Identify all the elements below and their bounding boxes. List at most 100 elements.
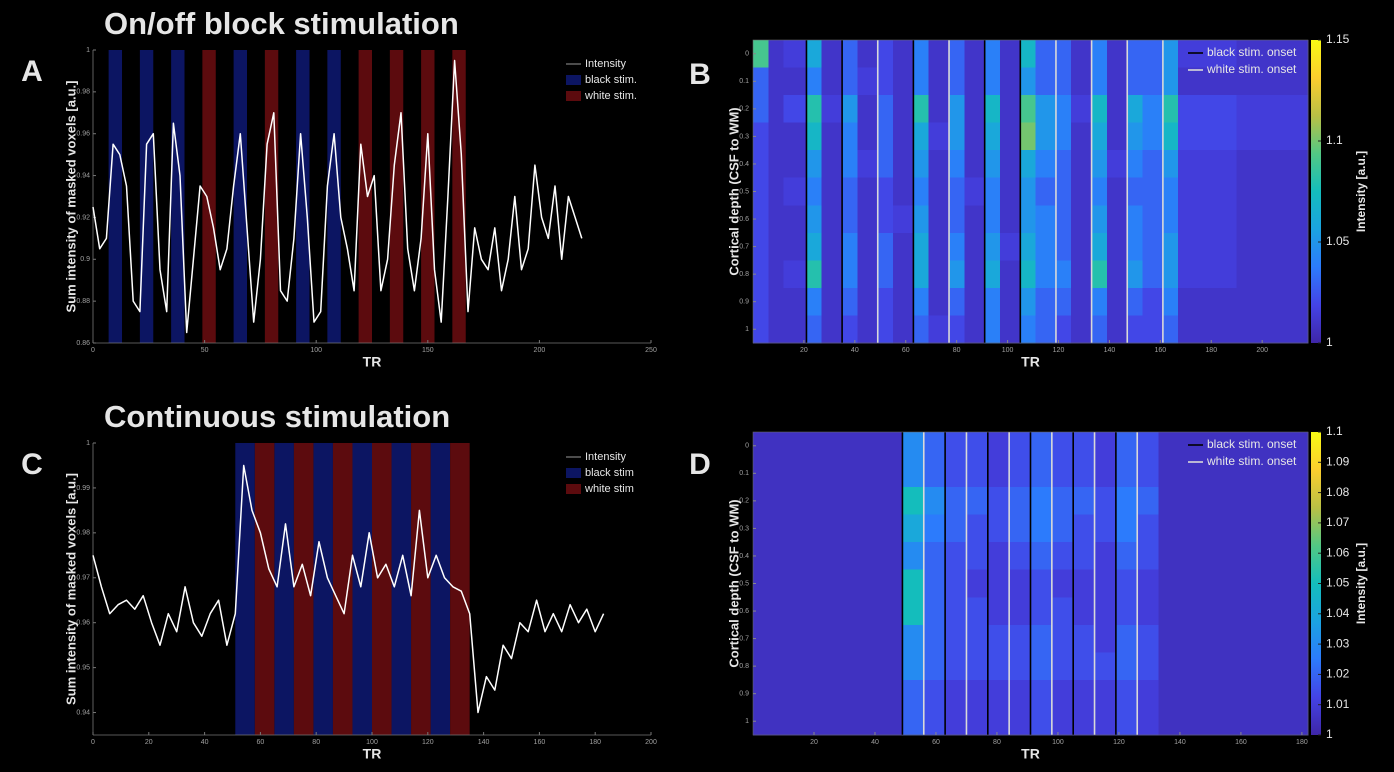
heatmap-cell	[821, 260, 843, 289]
heatmap-cell	[821, 67, 843, 96]
x-tick-label: 80	[953, 347, 961, 354]
heatmap-cell	[1162, 177, 1179, 206]
x-tick-label: 20	[145, 739, 153, 746]
heatmap-cell	[1091, 67, 1108, 96]
heatmap-cell	[753, 67, 769, 96]
heatmap-cell	[1071, 67, 1093, 96]
heatmap-cell	[1051, 459, 1074, 488]
heatmap-cell	[966, 652, 989, 681]
heatmap-cell	[806, 40, 823, 69]
colorbar-label: Intensity [a.u.]	[1354, 151, 1368, 232]
stim-band	[332, 443, 353, 735]
x-tick-label: 100	[366, 739, 378, 746]
heatmap-cell	[1073, 432, 1096, 461]
heatmap-cell	[842, 95, 858, 124]
heatmap-cell	[923, 432, 946, 461]
legend-label: white stim. onset	[1206, 62, 1297, 76]
heatmap-cell	[1115, 597, 1138, 626]
heatmap-cell	[1030, 707, 1053, 736]
heatmap-cell	[1030, 432, 1053, 461]
heatmap-cell	[1091, 95, 1108, 124]
heatmap-cell	[1137, 597, 1160, 626]
heatmap-cell	[1094, 679, 1117, 708]
y-tick-label: 1	[86, 47, 90, 54]
heatmap-cell	[783, 95, 807, 124]
x-tick-label: 160	[1154, 347, 1166, 354]
heatmap-cell	[1020, 315, 1037, 344]
y-tick-label: 0.95	[76, 664, 90, 671]
heatmap-cell	[1020, 177, 1037, 206]
heatmap-cell	[964, 205, 986, 234]
heatmap-cell	[1009, 542, 1031, 571]
x-tick-label: 180	[1296, 739, 1308, 746]
heatmap-cell	[1236, 177, 1309, 206]
heatmap-cell	[923, 597, 946, 626]
heatmap-cell	[945, 542, 967, 571]
heatmap-cell	[1035, 232, 1057, 261]
heatmap-cell	[842, 260, 858, 289]
heatmap-cell	[928, 315, 950, 344]
heatmap-cell	[877, 40, 894, 69]
heatmap-cell	[806, 232, 823, 261]
heatmap-cell	[1020, 95, 1037, 124]
colorbar-tick-label: 1.1	[1326, 133, 1343, 147]
heatmap-cell	[984, 315, 1001, 344]
heatmap-cell	[1051, 707, 1074, 736]
x-tick-label: 200	[645, 739, 657, 746]
colorbar-tick-label: 1.09	[1326, 454, 1350, 468]
x-tick-label: 120	[1113, 739, 1125, 746]
x-tick-label: 120	[422, 739, 434, 746]
heatmap-cell	[902, 542, 925, 571]
heatmap-cell	[1094, 652, 1117, 681]
stim-band	[313, 443, 333, 735]
heatmap-cell	[1071, 287, 1093, 316]
x-tick-label: 40	[851, 347, 859, 354]
heatmap-cell	[1162, 315, 1179, 344]
x-tick-label: 40	[871, 739, 879, 746]
colorbar	[1311, 432, 1321, 735]
stim-band	[254, 443, 275, 735]
heatmap-cell	[1035, 95, 1057, 124]
heatmap-cell	[913, 67, 930, 96]
intensity-line	[92, 59, 583, 334]
x-tick-label: 40	[201, 739, 209, 746]
heatmap-cell	[842, 232, 858, 261]
heatmap-cell	[1236, 40, 1309, 69]
y-tick-label: 0.4	[739, 553, 749, 560]
heatmap-cell	[1030, 679, 1053, 708]
heatmap-cell	[783, 150, 807, 179]
stim-band	[411, 443, 431, 735]
heatmap-cell	[987, 432, 1010, 461]
heatmap-cell	[753, 514, 903, 543]
panel-letter: B	[689, 58, 711, 91]
heatmap-cell	[1127, 205, 1144, 234]
heatmap-cell	[1137, 432, 1160, 461]
heatmap-cell	[1142, 205, 1164, 234]
heatmap-cell	[1009, 707, 1031, 736]
y-tick-label: 0.99	[76, 485, 90, 492]
heatmap-cell	[1137, 542, 1160, 571]
heatmap-cell	[768, 232, 785, 261]
heatmap-cell	[913, 260, 930, 289]
heatmap-cell	[857, 95, 879, 124]
heatmap-cell	[753, 232, 769, 261]
heatmap-cell	[1158, 432, 1309, 461]
heatmap-cell	[753, 287, 769, 316]
heatmap-cell	[964, 232, 986, 261]
legend-label: white stim	[584, 483, 634, 495]
heatmap-cell	[1236, 95, 1309, 124]
heatmap-cell	[964, 150, 986, 179]
heatmap-cell	[1236, 260, 1309, 289]
heatmap-cell	[1178, 260, 1238, 289]
heatmap-cell	[877, 150, 894, 179]
colorbar-tick-label: 1.15	[1326, 32, 1350, 46]
heatmap-cell	[1127, 287, 1144, 316]
heatmap-cell	[1106, 260, 1128, 289]
heatmap-cell	[966, 432, 989, 461]
heatmap-cell	[913, 150, 930, 179]
heatmap-cell	[1127, 232, 1144, 261]
stim-band	[327, 50, 341, 343]
heatmap-cell	[842, 40, 858, 69]
heatmap-cell	[1073, 487, 1096, 516]
